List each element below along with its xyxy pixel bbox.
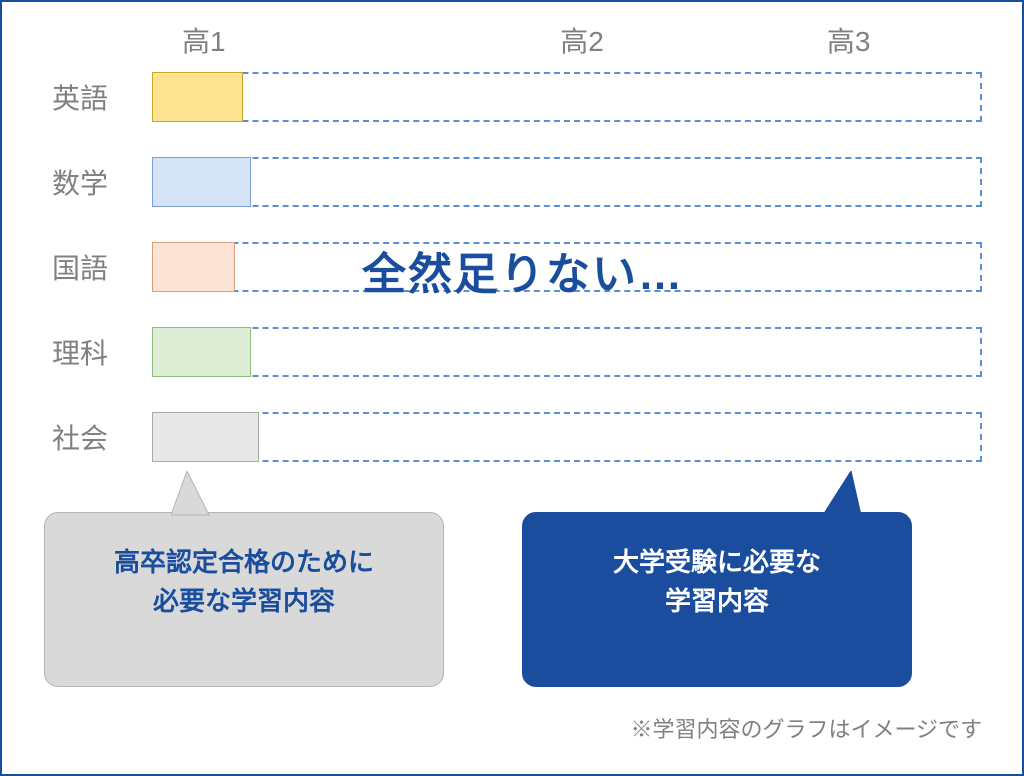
callout-left-line1: 高卒認定合格のために [73,543,415,582]
row-label-english: 英語 [42,77,152,117]
bar-row: 国語 [42,242,982,292]
x-label-2: 高3 [715,20,982,60]
row-label-science: 理科 [42,332,152,372]
callout-right-line1: 大学受験に必要な [551,543,883,582]
x-label-1: 高2 [449,20,716,60]
callout-tail-icon [813,471,861,519]
callout-left: 高卒認定合格のために 必要な学習内容 [44,512,444,687]
bar-rows: 英語 数学 国語 理科 社会 [42,72,982,497]
bar-row: 社会 [42,412,982,462]
bar-track [152,72,982,122]
row-label-social: 社会 [42,417,152,457]
bar-fill-math [152,157,251,207]
x-label-0: 高1 [182,20,449,60]
footnote: ※学習内容のグラフはイメージです [630,712,982,744]
bar-fill-science [152,327,251,377]
row-label-japanese: 国語 [42,247,152,287]
x-axis: 高1 高2 高3 [182,20,982,60]
bar-track [152,412,982,462]
bar-fill-social [152,412,259,462]
row-label-math: 数学 [42,162,152,202]
callout-right-line2: 学習内容 [551,582,883,621]
bar-row: 理科 [42,327,982,377]
bar-track [152,157,982,207]
callout-left-line2: 必要な学習内容 [73,582,415,621]
bar-track [152,327,982,377]
callout-right: 大学受験に必要な 学習内容 [522,512,912,687]
bar-row: 英語 [42,72,982,122]
bar-row: 数学 [42,157,982,207]
chart-canvas: 高1 高2 高3 英語 数学 国語 理科 [0,0,1024,776]
bar-track [152,242,982,292]
bar-fill-english [152,72,243,122]
bar-fill-japanese [152,242,235,292]
callout-tail-icon [171,471,219,519]
